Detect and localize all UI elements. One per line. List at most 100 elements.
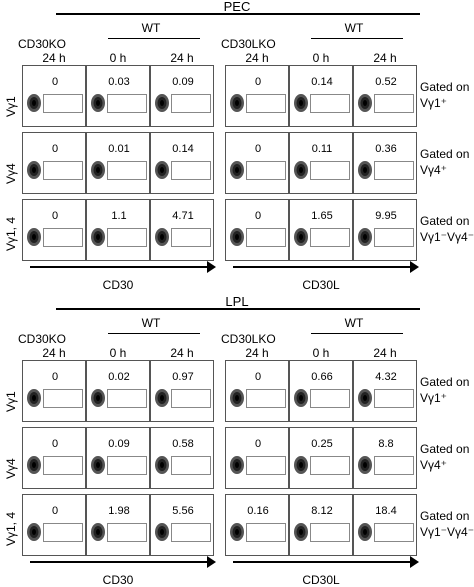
- axis-arrow: [233, 261, 419, 273]
- gate-box: [43, 523, 83, 542]
- gate-box: [107, 456, 147, 475]
- facs-plot: 0.11: [289, 132, 353, 194]
- gate-percentage: 1.98: [108, 505, 130, 517]
- gate-box: [246, 161, 286, 180]
- cell-population: [229, 160, 245, 180]
- cell-population: [357, 388, 373, 408]
- gate-percentage: 0.03: [108, 76, 130, 88]
- time-label: 24 h: [170, 51, 194, 65]
- gate-percentage: 1.65: [311, 210, 333, 222]
- gate-percentage: 9.95: [375, 210, 397, 222]
- wt-label: WT: [344, 316, 364, 330]
- gating-line-2: Vγ1⁻Vγ4⁻: [420, 525, 474, 539]
- gate-box: [246, 523, 286, 542]
- cell-population: [154, 388, 170, 408]
- gate-box: [171, 161, 211, 180]
- gate-percentage: 8.8: [378, 438, 394, 450]
- facs-plot: 0: [22, 199, 86, 261]
- wt-label: WT: [344, 21, 364, 35]
- cell-population: [90, 522, 106, 542]
- cell-population: [90, 160, 106, 180]
- gating-line-2: Vγ4⁺: [420, 458, 448, 472]
- gate-percentage: 0: [51, 505, 59, 517]
- gating-line-2: Vγ1⁺: [420, 391, 448, 405]
- section-title: LPL: [225, 294, 249, 309]
- axis-label: CD30: [102, 278, 134, 292]
- cell-population: [293, 93, 309, 113]
- gate-box: [43, 456, 83, 475]
- facs-plot: 1.98: [86, 494, 150, 556]
- facs-plot: 4.32: [353, 360, 417, 422]
- gate-percentage: 0.11: [311, 143, 333, 155]
- ko-label: CD30LKO: [221, 332, 276, 346]
- gate-percentage: 0.09: [108, 438, 130, 450]
- cell-population: [26, 455, 42, 475]
- time-label: 24 h: [373, 51, 397, 65]
- wt-label: WT: [141, 21, 161, 35]
- gating-line-1: Gated on: [420, 442, 470, 456]
- gate-box: [107, 161, 147, 180]
- gate-percentage: 0: [254, 438, 262, 450]
- gating-line-1: Gated on: [420, 147, 470, 161]
- cell-population: [26, 227, 42, 247]
- gate-box: [107, 228, 147, 247]
- gate-percentage: 0.14: [172, 143, 194, 155]
- row-label: Vγ4: [4, 458, 18, 479]
- cell-population: [154, 455, 170, 475]
- gating-line-2: Vγ1⁺: [420, 96, 448, 110]
- gating-line-2: Vγ1⁻Vγ4⁻: [420, 230, 474, 244]
- gate-box: [310, 161, 350, 180]
- facs-plot: 5.56: [150, 494, 214, 556]
- gate-percentage: 0.16: [247, 505, 269, 517]
- gate-percentage: 1.1: [111, 210, 127, 222]
- cell-population: [154, 522, 170, 542]
- facs-plot: 8.12: [289, 494, 353, 556]
- cell-population: [229, 93, 245, 113]
- ko-label: CD30LKO: [221, 37, 276, 51]
- facs-plot: 0: [22, 132, 86, 194]
- facs-plot: 4.71: [150, 199, 214, 261]
- gate-box: [310, 94, 350, 113]
- gating-label: Gated on Vγ1⁺: [420, 374, 469, 406]
- cell-population: [154, 227, 170, 247]
- facs-plot: 0: [225, 199, 289, 261]
- gating-line-2: Vγ4⁺: [420, 163, 448, 177]
- gate-box: [310, 228, 350, 247]
- gate-box: [43, 389, 83, 408]
- cell-population: [357, 522, 373, 542]
- cell-population: [26, 388, 42, 408]
- facs-plot: 0: [22, 65, 86, 127]
- gate-percentage: 8.12: [311, 505, 333, 517]
- gate-box: [374, 456, 414, 475]
- gate-box: [374, 94, 414, 113]
- facs-plot: 0.36: [353, 132, 417, 194]
- wt-underline: [108, 38, 200, 39]
- facs-plot: 0.58: [150, 427, 214, 489]
- cell-population: [357, 93, 373, 113]
- gate-box: [246, 94, 286, 113]
- facs-plot: 0: [22, 360, 86, 422]
- gate-percentage: 0: [51, 210, 59, 222]
- facs-plot: 0: [225, 65, 289, 127]
- cell-population: [154, 93, 170, 113]
- cell-population: [229, 455, 245, 475]
- cell-population: [357, 227, 373, 247]
- gate-percentage: 18.4: [375, 505, 397, 517]
- gating-line-1: Gated on: [420, 509, 470, 523]
- row-label: Vγ4: [4, 163, 18, 184]
- time-label: 24 h: [245, 346, 269, 360]
- gate-percentage: 0: [254, 143, 262, 155]
- facs-plot: 18.4: [353, 494, 417, 556]
- cell-population: [26, 160, 42, 180]
- gate-percentage: 0: [254, 76, 262, 88]
- ko-label: CD30KO: [18, 37, 67, 51]
- time-label: 24 h: [245, 51, 269, 65]
- ko-label: CD30KO: [18, 332, 67, 346]
- gate-box: [107, 94, 147, 113]
- axis-arrow: [30, 261, 216, 273]
- gate-percentage: 0.58: [172, 438, 194, 450]
- facs-plot: 0.02: [86, 360, 150, 422]
- facs-plot: 0.97: [150, 360, 214, 422]
- wt-underline: [108, 333, 200, 334]
